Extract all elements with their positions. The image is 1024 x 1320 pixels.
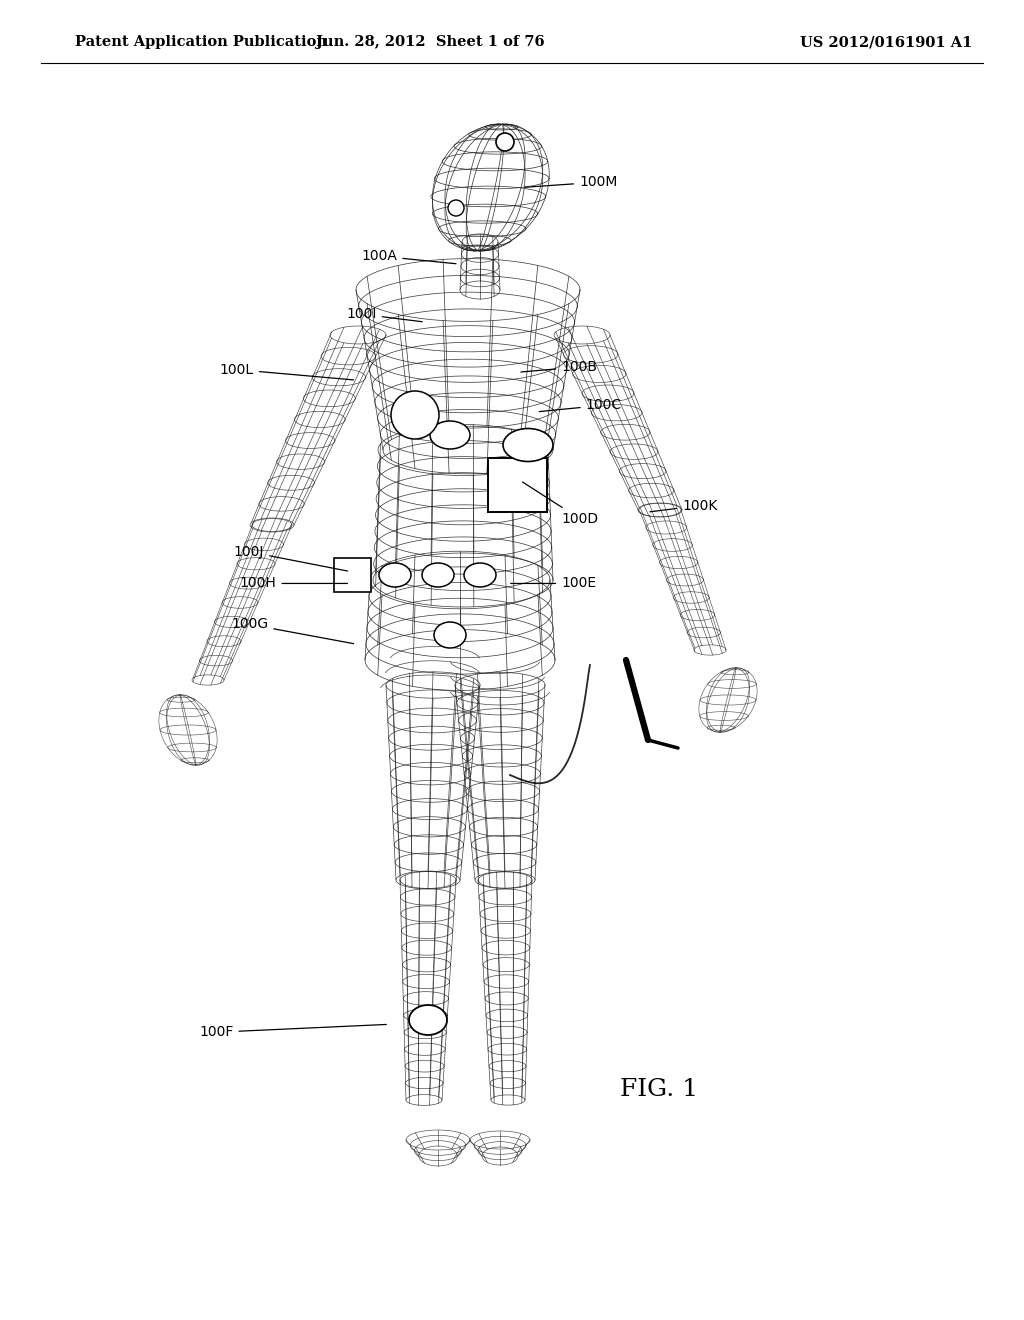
FancyBboxPatch shape [488, 458, 547, 512]
Text: 100I: 100I [346, 308, 422, 322]
Text: 100G: 100G [231, 618, 353, 644]
Text: Patent Application Publication: Patent Application Publication [75, 36, 327, 49]
Text: 100F: 100F [199, 1024, 386, 1039]
FancyBboxPatch shape [334, 558, 371, 591]
Text: 100L: 100L [220, 363, 353, 380]
Text: 100J: 100J [233, 545, 347, 572]
Ellipse shape [434, 622, 466, 648]
Text: 100B: 100B [521, 360, 597, 374]
Ellipse shape [379, 564, 411, 587]
Circle shape [449, 201, 464, 216]
Ellipse shape [409, 1005, 447, 1035]
Ellipse shape [464, 564, 496, 587]
Ellipse shape [422, 564, 454, 587]
Text: Jun. 28, 2012  Sheet 1 of 76: Jun. 28, 2012 Sheet 1 of 76 [315, 36, 545, 49]
Text: 100M: 100M [525, 176, 617, 189]
Text: US 2012/0161901 A1: US 2012/0161901 A1 [800, 36, 973, 49]
Text: 100E: 100E [511, 577, 596, 590]
Ellipse shape [503, 429, 553, 462]
Circle shape [496, 133, 514, 150]
Text: FIG. 1: FIG. 1 [621, 1077, 698, 1101]
Circle shape [391, 391, 439, 440]
Text: 100A: 100A [361, 249, 456, 264]
Text: 100H: 100H [240, 577, 347, 590]
Text: 100K: 100K [650, 499, 718, 512]
Ellipse shape [430, 421, 470, 449]
Text: 100D: 100D [522, 482, 598, 525]
Text: 100C: 100C [540, 399, 622, 412]
